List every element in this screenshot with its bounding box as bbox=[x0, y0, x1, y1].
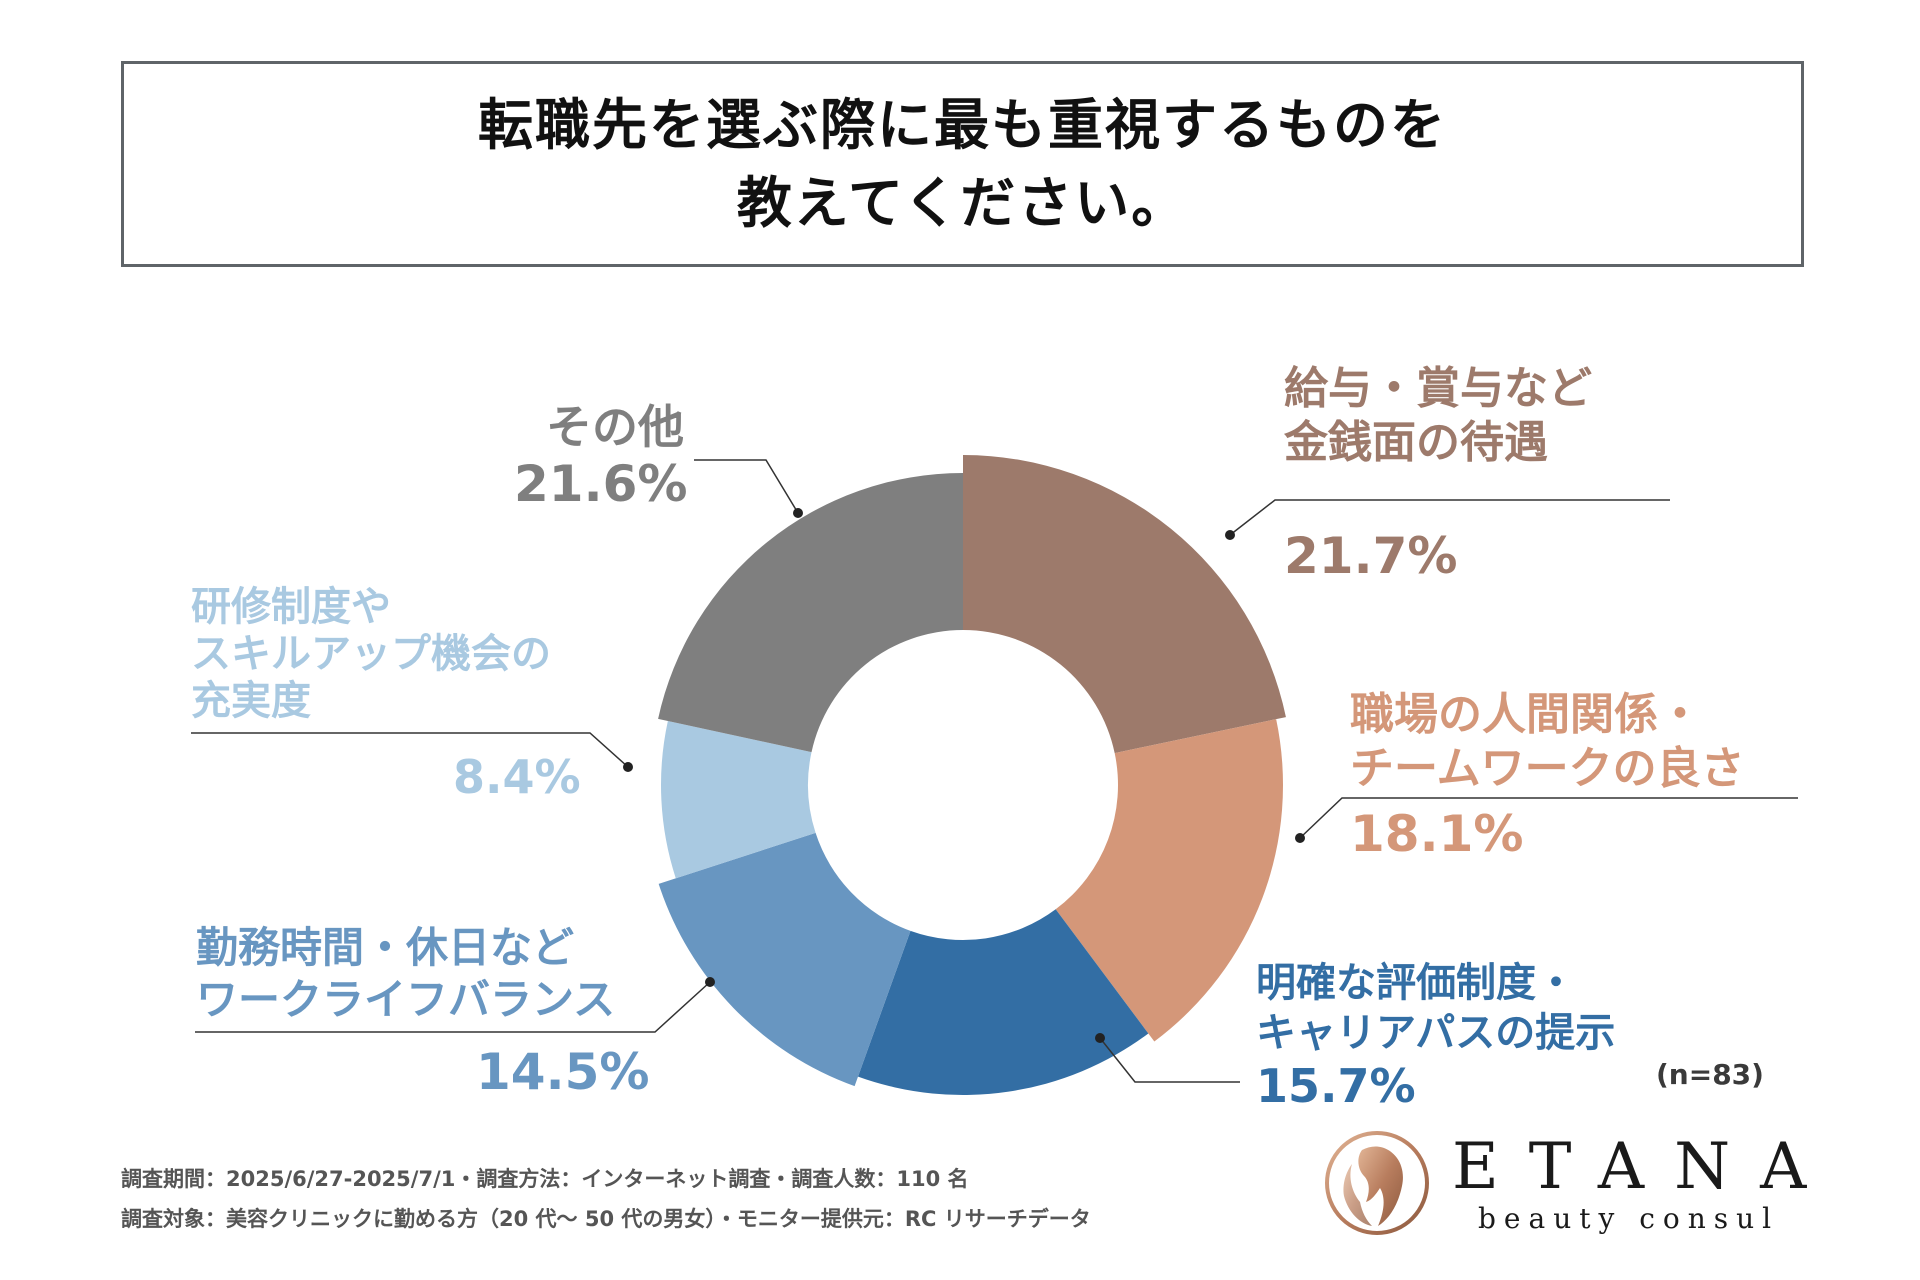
label-salary: 給与・賞与など 金銭面の待遇 21.7% bbox=[1284, 362, 1592, 586]
slice-worklife bbox=[658, 832, 911, 1087]
chart-title-line2: 教えてください。 bbox=[736, 171, 1189, 235]
label-worklife: 勤務時間・休日など ワークライフバランス 14.5% bbox=[196, 922, 649, 1102]
leader-line-worklife bbox=[195, 981, 711, 1033]
label-relations: 職場の人間関係・ チームワークの良さ 18.1% bbox=[1350, 688, 1745, 864]
leader-line-other-dot bbox=[793, 508, 803, 518]
label-other-value: 21.6% bbox=[514, 455, 688, 513]
title-box: 転職先を選ぶ際に最も重視するものを 教えてください。 bbox=[121, 61, 1804, 267]
label-salary-value: 21.7% bbox=[1284, 527, 1458, 585]
leader-line-relations bbox=[1299, 797, 1798, 839]
label-evaluation-name-1: 明確な評価制度・ bbox=[1256, 960, 1576, 1006]
label-worklife-name-2: ワークライフバランス bbox=[196, 975, 616, 1024]
label-relations-name-2: チームワークの良さ bbox=[1350, 743, 1745, 794]
label-salary-name-2: 金銭面の待遇 bbox=[1284, 417, 1548, 468]
label-training-name-1: 研修制度や bbox=[191, 584, 391, 630]
sample-size-note: (n=83) bbox=[1656, 1058, 1764, 1091]
leader-line-training bbox=[191, 732, 629, 768]
woman-profile-icon bbox=[1325, 1131, 1429, 1235]
leader-line-evaluation bbox=[1099, 1037, 1240, 1083]
etana-logo: ETANA beauty consul bbox=[1322, 1128, 1822, 1238]
label-evaluation: 明確な評価制度・ キャリアパスの提示 15.7% bbox=[1256, 958, 1615, 1114]
leader-line-training-dot bbox=[623, 762, 633, 772]
label-worklife-value: 14.5% bbox=[476, 1043, 650, 1101]
label-evaluation-name-2: キャリアパスの提示 bbox=[1256, 1010, 1616, 1056]
slice-evaluation bbox=[857, 909, 1149, 1095]
leader-line-worklife-dot bbox=[705, 977, 715, 987]
slice-relations bbox=[1055, 719, 1283, 1042]
label-training-name-2: スキルアップ機会の bbox=[191, 631, 551, 677]
label-training-value: 8.4% bbox=[453, 750, 581, 804]
leader-line-salary bbox=[1229, 499, 1670, 536]
label-other-name: その他 bbox=[546, 400, 684, 454]
label-other: その他 21.6% bbox=[514, 400, 688, 514]
logo-subtitle: beauty consul bbox=[1478, 1202, 1780, 1235]
label-training-name-3: 充実度 bbox=[191, 678, 311, 724]
label-training: 研修制度や スキルアップ機会の 充実度 8.4% bbox=[191, 584, 581, 807]
survey-footnote-1: 調査期間：2025/6/27-2025/7/1・調査方法：インターネット調査・調… bbox=[121, 1167, 969, 1191]
chart-title-line1: 転職先を選ぶ際に最も重視するものを bbox=[477, 93, 1447, 157]
leader-line-evaluation-dot bbox=[1095, 1033, 1105, 1043]
slice-salary bbox=[963, 455, 1286, 754]
label-salary-name-1: 給与・賞与など bbox=[1284, 363, 1592, 414]
slice-other bbox=[658, 473, 963, 753]
slice-training bbox=[661, 720, 816, 879]
leader-line-other bbox=[694, 459, 799, 514]
logo-wordmark: ETANA bbox=[1452, 1130, 1837, 1204]
leader-line-salary-dot bbox=[1225, 530, 1235, 540]
survey-footnote-2: 調査対象：美容クリニックに勤める方（20 代～ 50 代の男女）・モニター提供元… bbox=[121, 1207, 1091, 1231]
label-evaluation-value: 15.7% bbox=[1256, 1059, 1416, 1113]
label-relations-name-1: 職場の人間関係・ bbox=[1350, 689, 1702, 740]
leader-line-relations-dot bbox=[1295, 833, 1305, 843]
label-relations-value: 18.1% bbox=[1350, 805, 1524, 863]
label-worklife-name-1: 勤務時間・休日など bbox=[196, 923, 575, 972]
